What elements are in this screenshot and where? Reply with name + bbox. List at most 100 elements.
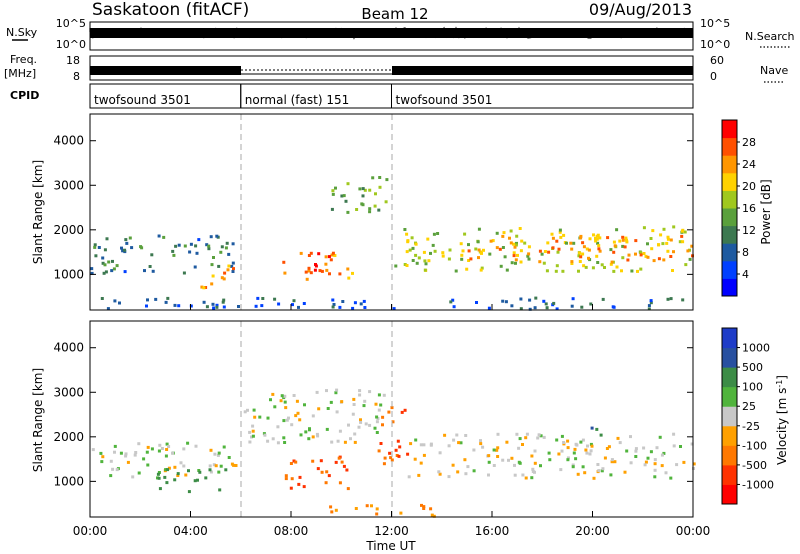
heatmap-cell [271, 437, 275, 441]
heatmap-cell [148, 265, 152, 268]
heatmap-cell [160, 447, 164, 450]
heatmap-cell [292, 394, 296, 397]
heatmap-cell [222, 298, 226, 302]
heatmap-cell [299, 433, 303, 437]
heatmap-cell [621, 235, 625, 239]
heatmap-cell [330, 510, 334, 514]
heatmap-cell [325, 389, 328, 393]
heatmap-cell [639, 251, 643, 255]
heatmap-cell [499, 264, 503, 268]
heatmap-cell [335, 410, 339, 414]
heatmap-cell [193, 265, 197, 269]
heatmap-cell [660, 464, 664, 468]
heatmap-cell [212, 306, 216, 310]
heatmap-cell [324, 262, 328, 266]
heatmap-cell [221, 300, 225, 304]
heatmap-cell [208, 464, 212, 468]
heatmap-cell [331, 189, 335, 193]
heatmap-cell [150, 253, 154, 257]
heatmap-cell [273, 405, 277, 409]
colorbar-swatch [722, 278, 737, 297]
nsky-panel [89, 21, 694, 51]
heatmap-cell [405, 264, 409, 267]
heatmap-cell [550, 232, 554, 236]
heatmap-cell [195, 251, 199, 255]
heatmap-cell [443, 433, 447, 437]
heatmap-cell [394, 448, 398, 452]
heatmap-cell [207, 244, 211, 248]
heatmap-cell [466, 465, 470, 469]
heatmap-cell [196, 478, 199, 482]
heatmap-cell [303, 403, 306, 407]
heatmap-cell [375, 512, 379, 516]
colorbar-swatch [722, 120, 737, 139]
heatmap-cell [597, 469, 601, 473]
heatmap-cell [551, 246, 555, 250]
heatmap-cell [151, 269, 155, 273]
heatmap-cell [558, 228, 562, 232]
heatmap-cell [655, 446, 659, 450]
x-tick-label: 12:00 [374, 524, 409, 538]
heatmap-cell [448, 248, 452, 252]
heatmap-cell [533, 449, 537, 453]
heatmap-cell [237, 305, 240, 308]
heatmap-cell [623, 470, 627, 474]
heatmap-cell [603, 456, 607, 460]
heatmap-cell [314, 263, 317, 266]
heatmap-cell [413, 457, 417, 461]
heatmap-cell [179, 461, 183, 465]
heatmap-cell [605, 447, 609, 450]
heatmap-cell [590, 426, 594, 430]
heatmap-cell [591, 266, 595, 270]
heatmap-cell [289, 486, 293, 490]
power-panel: 4000 3000 2000 1000 [53, 113, 694, 311]
heatmap-cell [294, 460, 298, 464]
heatmap-cell [537, 433, 541, 437]
heatmap-cell [353, 432, 357, 436]
heatmap-cell [580, 305, 584, 309]
heatmap-cell [230, 462, 234, 466]
heatmap-cell [101, 261, 105, 265]
heatmap-cell [460, 257, 464, 261]
heatmap-cell [94, 254, 98, 258]
heatmap-cell [130, 246, 134, 250]
heatmap-cell [487, 473, 490, 477]
heatmap-cell [577, 254, 581, 258]
heatmap-cell [338, 429, 342, 433]
heatmap-cell [596, 261, 600, 264]
heatmap-cell [222, 277, 226, 281]
heatmap-cell [612, 240, 616, 244]
heatmap-cell [666, 237, 670, 241]
heatmap-cell [374, 402, 378, 406]
heatmap-cell [256, 296, 260, 300]
colorbar-tick-label: 100 [742, 381, 763, 394]
heatmap-cell [382, 462, 386, 466]
heatmap-cell [411, 246, 415, 250]
heatmap-cell [422, 453, 426, 457]
heatmap-cell [378, 185, 382, 189]
heatmap-cell [574, 457, 578, 461]
colorbar-tick-label: 500 [742, 361, 763, 374]
heatmap-cell [287, 416, 290, 420]
heatmap-cell [204, 286, 208, 289]
heatmap-cell [145, 450, 149, 454]
heatmap-cell [585, 451, 589, 455]
heatmap-cell [642, 446, 646, 450]
heatmap-cell [441, 251, 445, 255]
heatmap-cell [106, 307, 110, 311]
heatmap-cell [111, 467, 115, 471]
heatmap-cell [134, 451, 138, 454]
heatmap-cell [672, 250, 675, 254]
heatmap-cell [540, 252, 544, 256]
heatmap-cell [212, 463, 216, 467]
heatmap-cell [679, 445, 682, 448]
heatmap-cell [381, 415, 385, 419]
heatmap-cell [334, 508, 338, 512]
heatmap-cell [630, 269, 634, 273]
heatmap-cell [379, 403, 383, 407]
heatmap-cell [452, 305, 456, 309]
heatmap-cell [538, 260, 542, 264]
heatmap-cell [419, 443, 423, 447]
heatmap-cell [429, 251, 432, 255]
y-tick-label: 3000 [53, 385, 84, 399]
